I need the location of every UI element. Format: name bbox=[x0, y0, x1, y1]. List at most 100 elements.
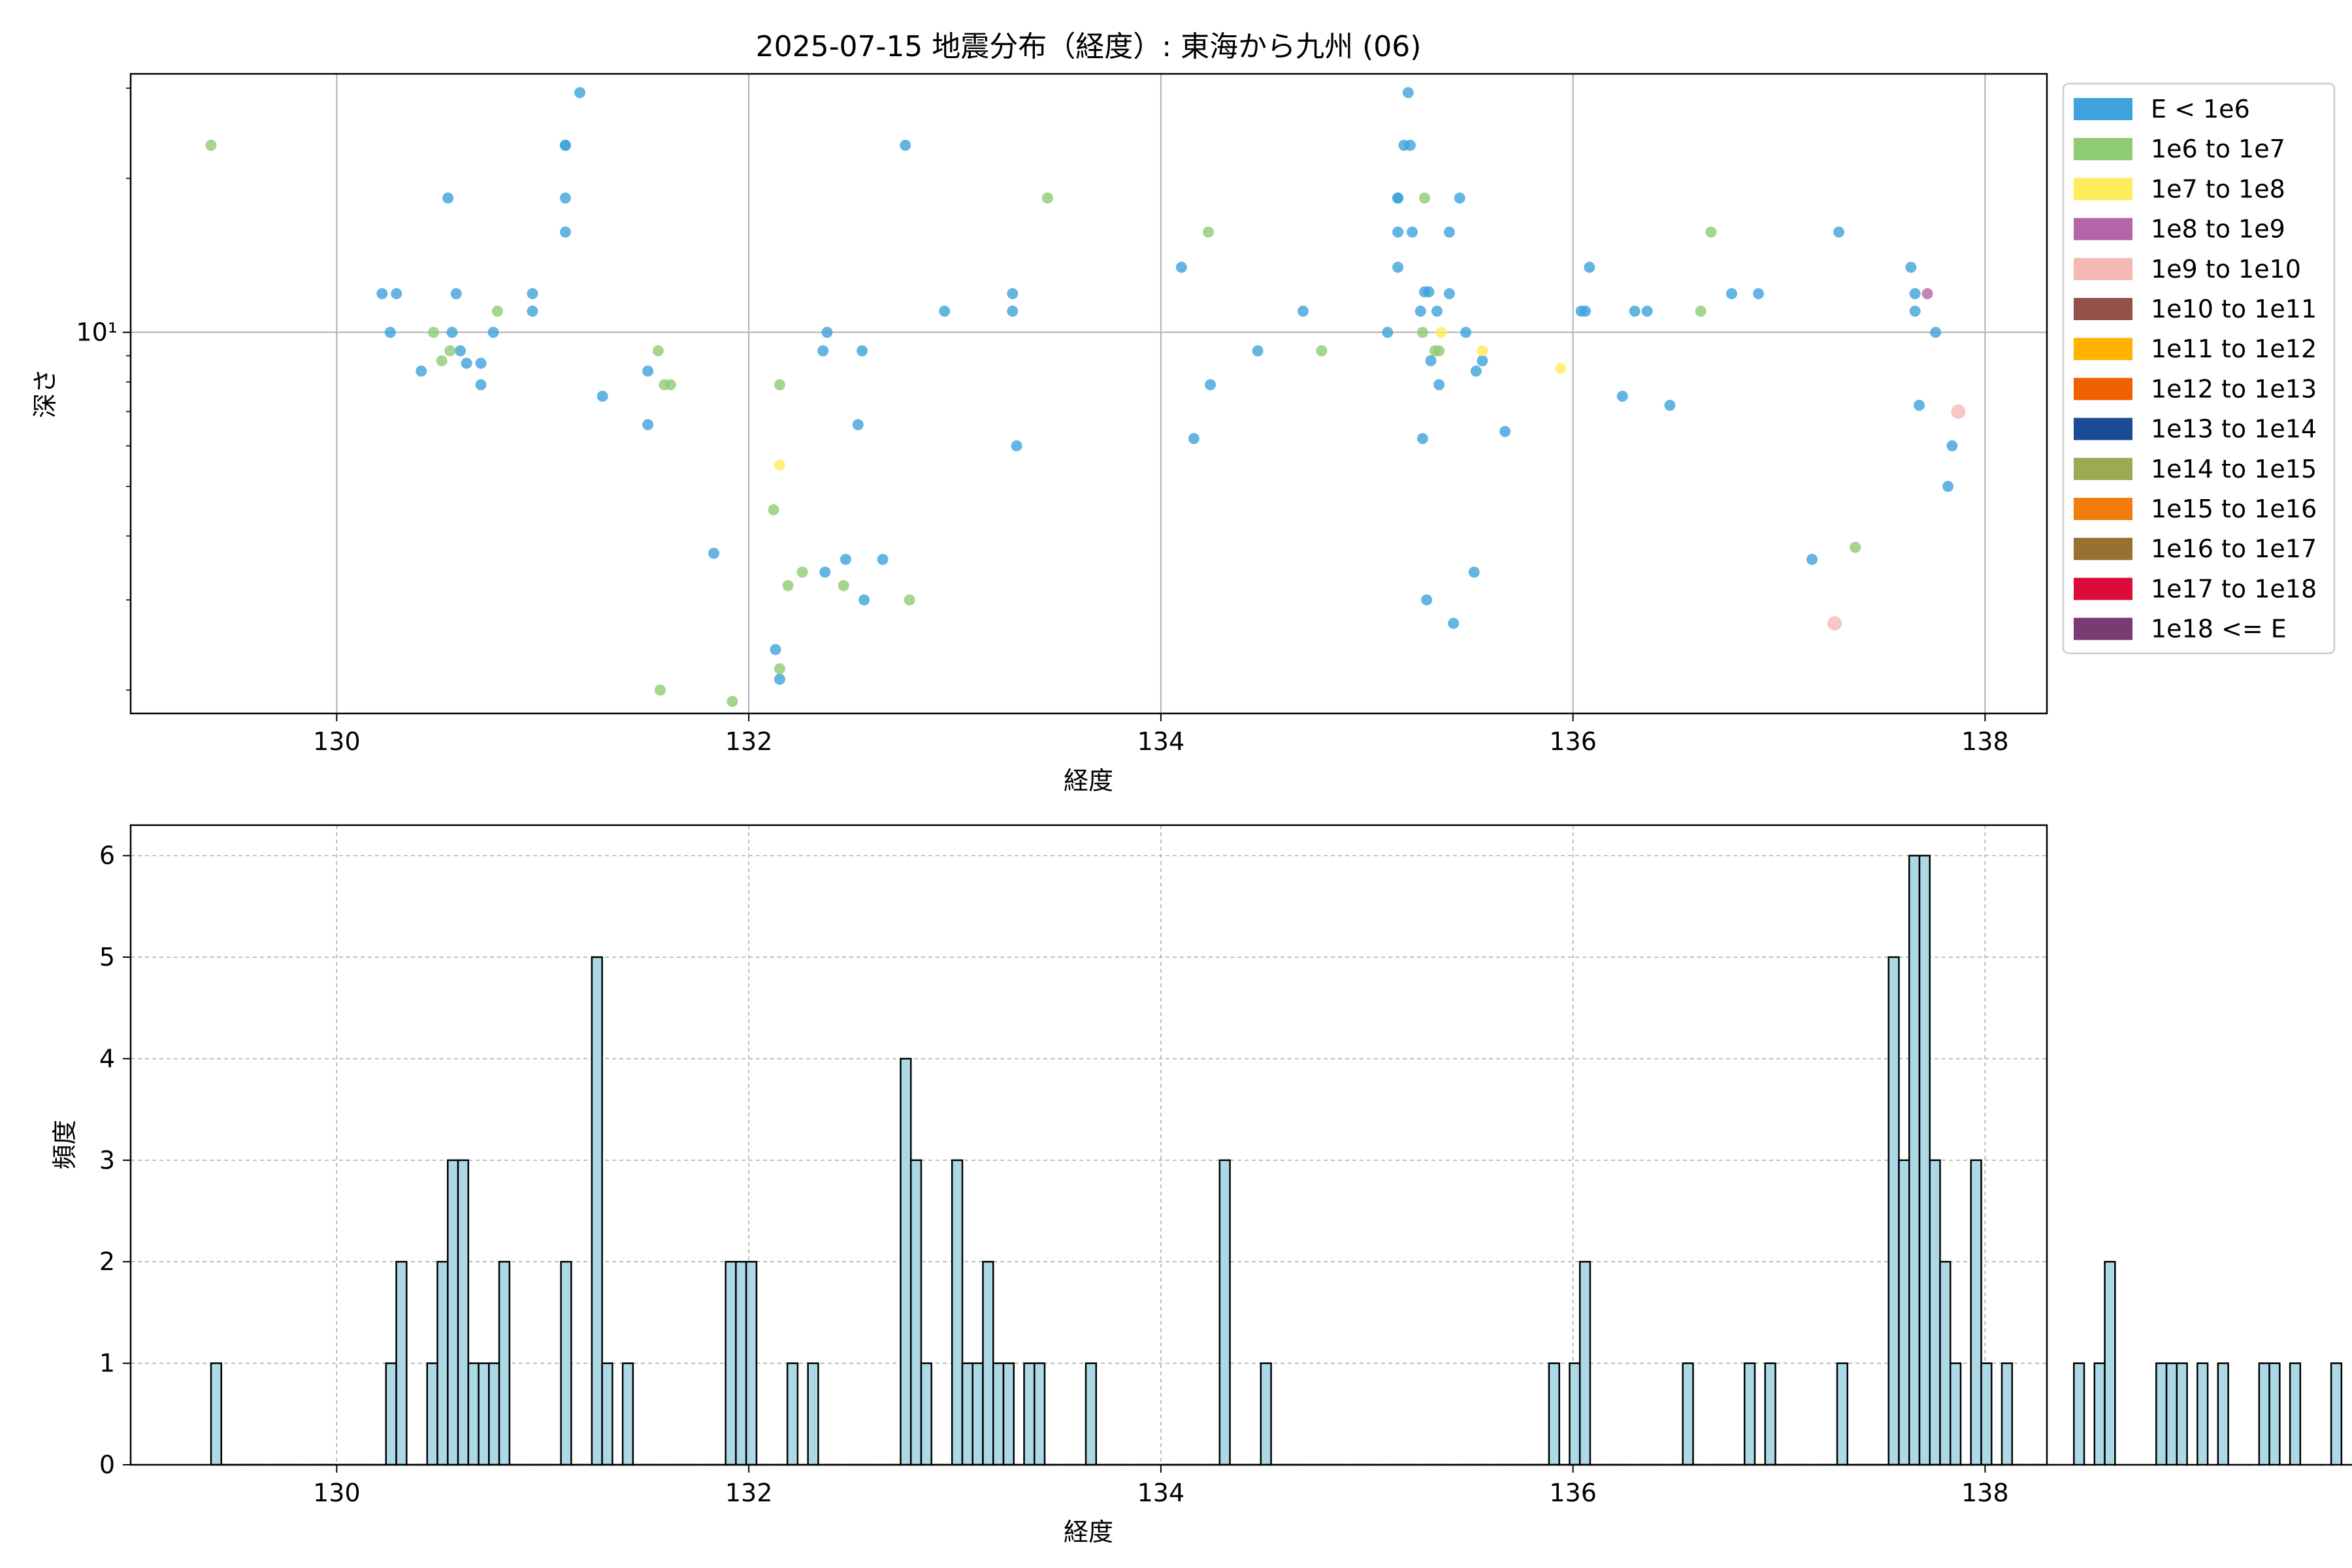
scatter-point bbox=[1468, 566, 1480, 578]
histogram-bar bbox=[1898, 1159, 1910, 1466]
scatter-x-tick-label: 138 bbox=[1961, 727, 2009, 756]
scatter-y-tick-label: 10¹ bbox=[76, 318, 118, 347]
scatter-point bbox=[442, 192, 454, 204]
legend-swatch bbox=[2074, 98, 2132, 120]
scatter-point bbox=[1921, 288, 1933, 299]
legend-swatch bbox=[2074, 257, 2132, 280]
scatter-point bbox=[1753, 288, 1764, 299]
scatter-point bbox=[461, 357, 472, 369]
histogram-bar bbox=[2001, 1362, 2014, 1466]
histogram-bar bbox=[2104, 1260, 2116, 1466]
legend-swatch bbox=[2074, 298, 2132, 320]
scatter-point bbox=[1202, 226, 1214, 238]
scatter-point bbox=[774, 379, 785, 391]
histogram-bar bbox=[2155, 1362, 2168, 1466]
histogram-bar bbox=[210, 1362, 222, 1466]
histogram-bar bbox=[2093, 1362, 2106, 1466]
histogram-bar bbox=[1939, 1260, 1952, 1466]
legend-frame bbox=[2062, 82, 2336, 655]
histogram-bar bbox=[1085, 1362, 1098, 1466]
scatter-point bbox=[858, 594, 870, 606]
scatter-point bbox=[487, 327, 499, 338]
histogram-bar bbox=[951, 1159, 964, 1466]
scatter-point bbox=[527, 288, 538, 299]
histogram-x-tick-label: 134 bbox=[1137, 1478, 1185, 1507]
scatter-point bbox=[1641, 305, 1653, 317]
histogram-bar bbox=[1764, 1362, 1776, 1466]
scatter-point bbox=[1580, 305, 1592, 317]
histogram-x-tick-label: 136 bbox=[1549, 1478, 1597, 1507]
scatter-point bbox=[1726, 288, 1737, 299]
scatter-point bbox=[1705, 226, 1717, 238]
scatter-point bbox=[821, 327, 833, 338]
histogram-bar bbox=[982, 1260, 994, 1466]
scatter-point bbox=[1448, 617, 1460, 629]
scatter-point bbox=[770, 644, 781, 655]
histogram-bar bbox=[2289, 1362, 2302, 1466]
histogram-bar bbox=[498, 1260, 511, 1466]
histogram-y-tick-label: 1 bbox=[99, 1349, 115, 1378]
legend-swatch bbox=[2074, 178, 2132, 201]
histogram-bar bbox=[1980, 1362, 1993, 1466]
scatter-point bbox=[559, 139, 571, 151]
scatter-point bbox=[1584, 261, 1595, 273]
scatter-y-axis-title: 深さ bbox=[31, 368, 59, 418]
histogram-bar bbox=[2073, 1362, 2085, 1466]
histogram-bar bbox=[1569, 1362, 1581, 1466]
scatter-point bbox=[1806, 553, 1818, 565]
histogram-bar bbox=[961, 1362, 973, 1466]
scatter-point bbox=[652, 345, 664, 357]
histogram-bar bbox=[1033, 1362, 1046, 1466]
scatter-point bbox=[840, 553, 851, 565]
legend-swatch bbox=[2074, 498, 2132, 520]
histogram-bar bbox=[601, 1362, 613, 1466]
figure-title: 2025-07-15 地震分布（経度）: 東海から九州 (06) bbox=[756, 30, 1422, 63]
scatter-point bbox=[655, 684, 666, 696]
histogram-bar bbox=[735, 1260, 747, 1466]
histogram-y-tick-label: 4 bbox=[99, 1044, 115, 1073]
scatter-point bbox=[1460, 327, 1472, 338]
histogram-bar bbox=[1023, 1362, 1036, 1466]
histogram-bar bbox=[1950, 1362, 1962, 1466]
scatter-point bbox=[817, 345, 829, 357]
legend-label: 1e10 to 1e11 bbox=[2151, 295, 2317, 323]
histogram-bar bbox=[457, 1159, 470, 1466]
scatter-point bbox=[1499, 426, 1511, 437]
scatter-point bbox=[1833, 226, 1844, 238]
scatter-point bbox=[852, 419, 864, 431]
histogram-bar bbox=[1260, 1362, 1272, 1466]
histogram-bar bbox=[920, 1362, 932, 1466]
histogram-y-tick-label: 3 bbox=[99, 1146, 115, 1175]
legend-swatch bbox=[2074, 378, 2132, 400]
scatter-point bbox=[376, 288, 388, 299]
scatter-point bbox=[1316, 345, 1328, 357]
scatter-point bbox=[475, 379, 487, 391]
scatter-point bbox=[1392, 226, 1404, 238]
scatter-point bbox=[642, 419, 654, 431]
legend-label: 1e9 to 1e10 bbox=[2151, 255, 2301, 284]
scatter-point bbox=[900, 139, 911, 151]
scatter-point bbox=[904, 594, 915, 606]
scatter-point bbox=[1402, 87, 1414, 99]
scatter-point bbox=[446, 327, 458, 338]
legend-label: 1e13 to 1e14 bbox=[2151, 415, 2317, 444]
scatter-y-axis: 10¹ bbox=[76, 88, 131, 691]
scatter-point bbox=[1905, 261, 1917, 273]
histogram-bar bbox=[591, 956, 603, 1466]
histogram-y-axis: 0 1 2 3 4 5 6 bbox=[99, 841, 131, 1479]
scatter-point bbox=[436, 355, 448, 367]
histogram-x-axis: 130 132 134 136 138 bbox=[313, 1465, 2009, 1507]
scatter-point bbox=[877, 553, 889, 565]
scatter-point bbox=[1407, 226, 1418, 238]
scatter-point bbox=[1443, 226, 1455, 238]
histogram-bar bbox=[900, 1058, 912, 1466]
histogram-y-tick-label: 5 bbox=[99, 943, 115, 972]
histogram-bars bbox=[210, 855, 2352, 1466]
scatter-point bbox=[1188, 433, 1200, 444]
histogram-bar bbox=[807, 1362, 819, 1466]
histogram-bar bbox=[992, 1362, 1005, 1466]
scatter-x-axis-title: 経度 bbox=[1064, 766, 1113, 795]
scatter-point bbox=[1041, 192, 1053, 204]
scatter-frame bbox=[129, 73, 2048, 715]
